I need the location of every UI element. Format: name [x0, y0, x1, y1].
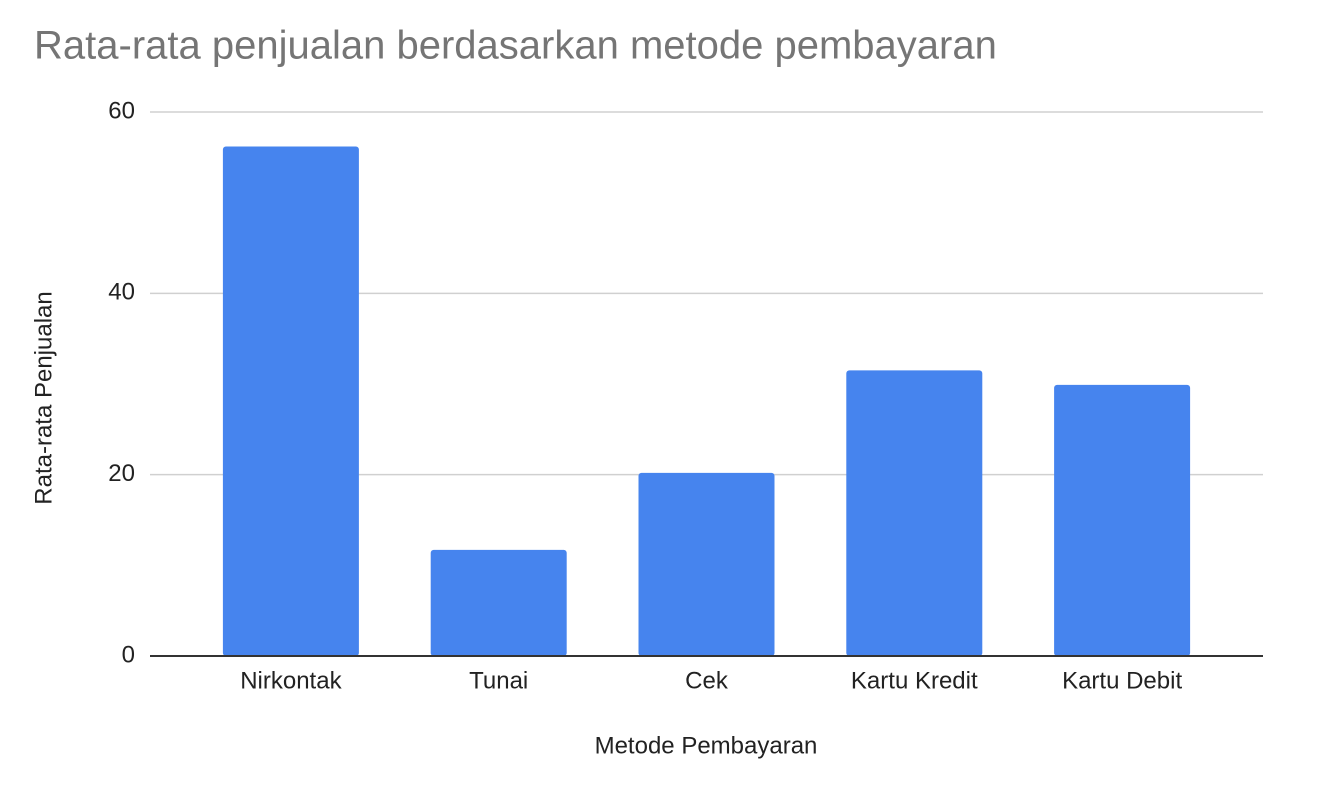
bar — [1054, 384, 1191, 656]
y-axis-label: Rata-rata Penjualan — [30, 291, 57, 504]
bar — [846, 370, 983, 656]
bar — [430, 549, 567, 656]
y-tick-label: 40 — [108, 279, 135, 306]
y-tick-label: 60 — [108, 97, 135, 124]
y-tick-label: 0 — [122, 641, 135, 668]
x-tick-label: Kartu Debit — [1062, 667, 1182, 694]
x-tick-label: Cek — [685, 667, 729, 694]
bar — [638, 472, 775, 656]
chart-title: Rata-rata penjualan berdasarkan metode p… — [34, 24, 997, 68]
bar — [222, 146, 359, 656]
x-tick-label: Nirkontak — [240, 667, 342, 694]
x-tick-label: Kartu Kredit — [851, 667, 978, 694]
x-tick-label: Tunai — [469, 667, 528, 694]
y-tick-label: 20 — [108, 460, 135, 487]
x-axis-label: Metode Pembayaran — [595, 732, 818, 759]
